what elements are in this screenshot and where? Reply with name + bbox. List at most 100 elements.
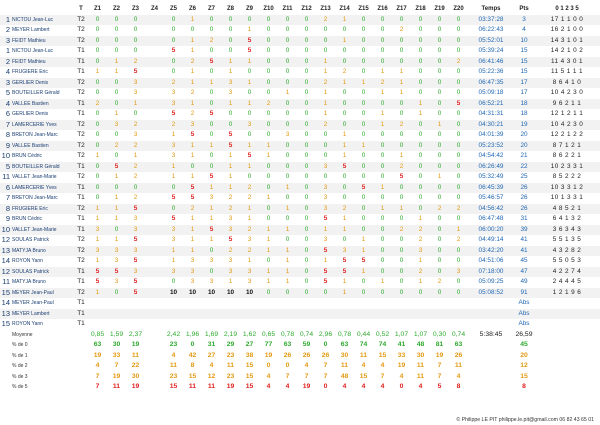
stat-spacer xyxy=(534,340,600,351)
zone-score: 5 xyxy=(399,173,404,180)
row-track: T1 xyxy=(77,194,85,201)
zone-score: 2 xyxy=(240,182,259,193)
zone-score: 0 xyxy=(354,161,373,172)
zone-score: 2 xyxy=(247,194,252,201)
zone-score: 0 xyxy=(430,98,449,109)
row-time: 05:08:52 xyxy=(468,287,514,298)
zone-score: 1 xyxy=(133,152,138,159)
row-time: 04:01:39 xyxy=(478,131,504,138)
stat-value xyxy=(145,382,164,393)
table-row: 9 VALLEE Bastien T2 0 2 2 3 1 1 5 1 1 0 0 0 1 1 0 0 0 0 0 05:2… xyxy=(0,140,600,151)
zone-score: 1 xyxy=(399,152,404,159)
row-track: T1 xyxy=(77,278,85,285)
zone-score: 0 xyxy=(297,287,316,298)
row-distribution: 8 6 2 2 1 xyxy=(552,152,582,159)
zone-score: 0 xyxy=(297,14,316,25)
zone-score: 0 xyxy=(430,140,449,151)
row-track: T1 xyxy=(74,266,88,277)
zone-score: 5 xyxy=(323,278,328,285)
zone-score: 0 xyxy=(266,173,271,180)
zone-score: 0 xyxy=(411,77,430,88)
zone-score: 0 xyxy=(259,182,278,193)
row-track: T2 xyxy=(74,245,88,256)
zone-score: 5 xyxy=(449,98,468,109)
zone-score: 0 xyxy=(354,203,373,214)
zone-score: 2 xyxy=(411,266,430,277)
zone-score xyxy=(335,319,354,330)
zone-score: 0 xyxy=(183,161,202,172)
zone-score: 2 xyxy=(392,161,411,172)
row-points: 25 xyxy=(520,173,528,180)
row-distribution: 17 1 1 0 0 xyxy=(534,14,600,25)
stat-value: 2,37 xyxy=(128,330,143,338)
zone-score xyxy=(145,287,164,298)
zone-score xyxy=(145,35,164,46)
stat-value: 77 xyxy=(264,341,273,348)
stat-value: 7 xyxy=(323,362,328,369)
zone-score: 5 xyxy=(107,266,126,277)
zone-score: 0 xyxy=(323,173,328,180)
zone-score: 0 xyxy=(373,140,392,151)
zone-score: 0 xyxy=(285,47,290,54)
zone-score: 0 xyxy=(285,68,290,75)
header-time: Temps xyxy=(481,6,501,12)
row-points: 26 xyxy=(514,203,534,214)
zone-score: 1 xyxy=(418,215,423,222)
zone-score xyxy=(392,298,411,309)
row-time: 05:09:18 xyxy=(478,89,504,96)
zone-score: 0 xyxy=(456,68,461,75)
table-row: 7 LAMERCERIE Yves T2 0 3 2 2 3 0 0 3 0 0 0 2 0 0 1 2 0 1 0 04:… xyxy=(0,119,600,130)
zone-score xyxy=(354,298,373,309)
row-time: 06:52:21 xyxy=(468,98,514,109)
row-name: MEYER Jean-Paul xyxy=(12,287,74,298)
zone-score: 0 xyxy=(266,47,271,54)
row-name: GERLIER Denis xyxy=(12,77,74,88)
stat-spacer xyxy=(74,382,88,393)
row-distribution: 8 7 1 2 1 xyxy=(534,140,600,151)
stat-value: 15 xyxy=(245,372,254,380)
stat-points: 15 xyxy=(520,372,528,380)
zone-score: 3 xyxy=(183,266,202,277)
zone-score xyxy=(411,319,430,330)
results-table: T Z1 Z2 Z3 Z4 Z5 Z6 Z7 Z8 Z9 Z10 Z11 Z12… xyxy=(0,4,600,393)
zone-score: 0 xyxy=(380,152,385,159)
zone-score: 5 xyxy=(133,278,138,285)
zone-score: 0 xyxy=(278,98,297,109)
zone-score: 0 xyxy=(399,215,404,222)
row-time: 06:00:20 xyxy=(468,224,514,235)
stat-value: 19 xyxy=(435,351,444,359)
pct-three-row: % de 3 7 19 30 23 15 12 23 15 4 7 7 7 48 15 7 4 11 7 4 15 xyxy=(0,372,600,383)
zone-score: 2 xyxy=(183,56,202,67)
zone-score: 0 xyxy=(202,266,221,277)
zone-score: 3 xyxy=(449,266,468,277)
zone-score: 1 xyxy=(437,173,442,180)
zone-score: 1 xyxy=(247,215,252,222)
stat-value: 0,85 xyxy=(90,330,105,338)
zone-score xyxy=(126,298,145,309)
stat-value: 2,42 xyxy=(166,330,181,338)
stat-spacer xyxy=(74,330,88,341)
zone-score: 5 xyxy=(240,35,259,46)
row-time: 06:47:48 xyxy=(478,215,504,222)
row-time: 04:51:06 xyxy=(478,257,504,264)
pct-zero-row: % de 0 63 30 19 23 0 31 29 27 77 63 59 0 63 74 74 41 48 81… xyxy=(0,340,600,351)
stat-value: 23 xyxy=(169,372,178,380)
stat-spacer xyxy=(74,361,88,372)
zone-score: 5 xyxy=(335,161,354,172)
stat-time xyxy=(468,340,514,351)
row-distribution: 5 5 1 3 5 xyxy=(552,236,582,243)
zone-score: 1 xyxy=(228,68,233,75)
row-name: VALLEE Bastien xyxy=(12,140,74,151)
stat-value: 1,96 xyxy=(185,330,200,338)
zone-score: 0 xyxy=(278,287,297,298)
zone-score: 0 xyxy=(259,77,278,88)
zone-score xyxy=(221,298,240,309)
zone-score: 0 xyxy=(399,110,404,117)
header-zone: Z17 xyxy=(396,6,407,12)
zone-score: 2 xyxy=(183,203,202,214)
table-row: 4 FRUGIERE Eric T1 1 1 5 0 1 0 1 0 0 0 0 1 2 0 1 1 0 0 0 05:22… xyxy=(0,67,600,78)
stat-value: 11 xyxy=(207,383,216,390)
zone-score: 0 xyxy=(456,47,461,54)
table-row: 6 GERLIER Denis T1 0 1 0 5 2 5 0 0 0 0 0 1 0 0 1 0 1 0 0 04:31… xyxy=(0,109,600,120)
stat-value: 63 xyxy=(93,341,102,348)
